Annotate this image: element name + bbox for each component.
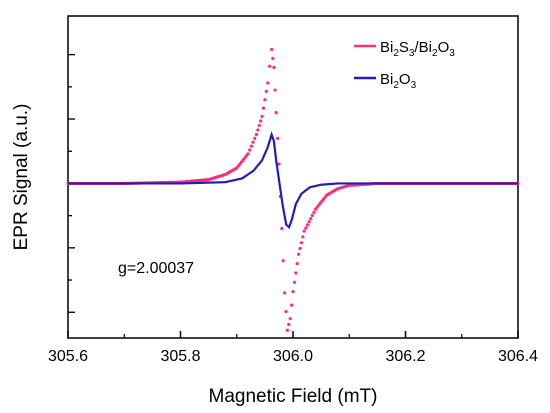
data-point — [261, 106, 266, 110]
series-line — [68, 130, 518, 230]
data-point — [299, 241, 304, 245]
data-point — [295, 262, 299, 266]
x-axis-label: Magnetic Field (mT) — [209, 386, 378, 407]
data-point — [285, 328, 289, 332]
data-point — [253, 136, 257, 140]
data-point — [288, 317, 292, 321]
data-point — [246, 152, 250, 156]
g-factor-annotation: g=2.00037 — [118, 260, 194, 277]
x-tick-label: 305.6 — [48, 348, 88, 365]
data-point — [270, 47, 274, 52]
data-point — [294, 271, 298, 275]
data-point — [305, 223, 310, 227]
legend: Bi2S3/Bi2O3 Bi2O3 — [354, 39, 455, 91]
data-point — [254, 132, 259, 137]
x-tick-label: 306.2 — [385, 348, 425, 365]
data-point — [272, 65, 276, 70]
y-axis-label: EPR Signal (a.u.) — [11, 104, 32, 251]
data-point — [312, 210, 316, 214]
data-point — [307, 220, 311, 224]
data-point — [257, 123, 261, 128]
data-point — [273, 88, 277, 92]
data-point — [264, 89, 268, 93]
data-point — [277, 162, 281, 166]
data-point — [260, 114, 264, 119]
x-tick-label: 306.0 — [273, 348, 313, 365]
data-point — [274, 111, 278, 115]
data-point — [284, 310, 288, 314]
data-point — [304, 226, 308, 230]
data-point — [310, 213, 314, 218]
plot-frame — [67, 15, 519, 339]
data-point — [301, 235, 305, 239]
data-point — [256, 128, 260, 132]
series-bi2o3 — [68, 130, 518, 230]
legend-label-bi2o3: Bi2O3 — [380, 71, 417, 91]
data-point — [281, 259, 285, 263]
x-axis-ticks: 305.6 305.8 306.0 306.2 306.4 — [48, 331, 538, 365]
data-point — [266, 81, 270, 85]
data-point — [271, 56, 275, 61]
data-point — [263, 98, 267, 102]
x-tick-label: 306.4 — [498, 348, 538, 365]
data-point — [275, 136, 280, 140]
x-tick-label: 305.8 — [160, 348, 200, 365]
data-point — [298, 246, 302, 251]
data-point — [309, 216, 313, 221]
legend-label-bi2s3-bi2o3: Bi2S3/Bi2O3 — [380, 39, 455, 59]
data-point — [248, 148, 252, 152]
data-point — [280, 226, 284, 231]
data-point — [251, 140, 255, 144]
data-point — [292, 280, 297, 284]
data-point — [302, 229, 306, 233]
data-point — [289, 303, 294, 307]
plot-area: 305.6 305.8 306.0 306.2 306.4 — [48, 15, 538, 365]
data-point — [282, 291, 287, 295]
data-point — [249, 144, 253, 148]
data-point — [291, 290, 295, 294]
series-bi2s3-bi2o3 — [66, 47, 520, 332]
data-point — [287, 322, 291, 327]
data-point — [268, 64, 272, 68]
series-layer — [66, 47, 520, 332]
data-point — [297, 252, 301, 256]
data-point — [259, 119, 263, 123]
